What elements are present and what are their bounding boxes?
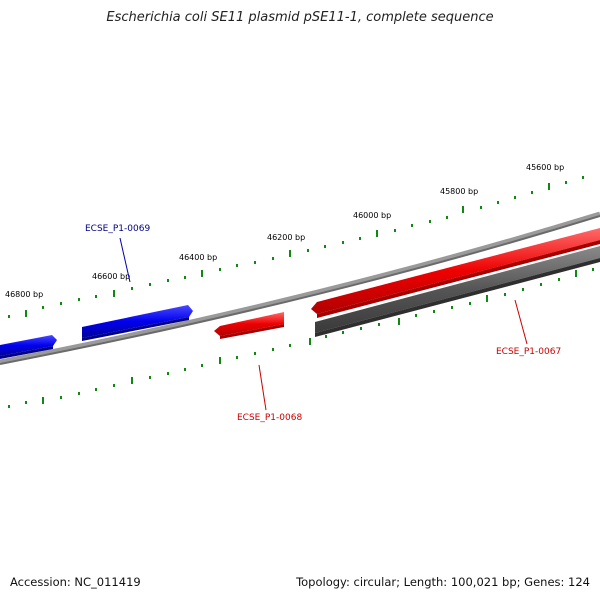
tick-label-45600: 45600 bp xyxy=(526,163,564,172)
map-title: Escherichia coli SE11 plasmid pSE11-1, c… xyxy=(106,10,494,25)
topology-summary: Topology: circular; Length: 100,021 bp; … xyxy=(296,575,590,589)
tick-label-46400: 46400 bp xyxy=(179,253,217,262)
outer-tick-row xyxy=(8,176,584,318)
gene-label-0068[interactable]: ECSE_P1-0068 xyxy=(237,413,302,423)
gene-forward-left[interactable] xyxy=(0,335,57,359)
tick-label-46000: 46000 bp xyxy=(353,211,391,220)
leader-line-0069 xyxy=(119,237,131,283)
leader-line-0067 xyxy=(514,299,528,345)
gene-label-0067[interactable]: ECSE_P1-0067 xyxy=(496,347,561,357)
sequence-backbone xyxy=(0,211,600,365)
gene-ecse-p1-0069[interactable] xyxy=(82,305,193,341)
tick-label-46200: 46200 bp xyxy=(267,233,305,242)
inner-tick-row xyxy=(8,268,594,408)
gene-label-0069[interactable]: ECSE_P1-0069 xyxy=(85,224,150,234)
gene-ecse-p1-0067[interactable] xyxy=(311,228,600,318)
gene-other-track[interactable] xyxy=(315,246,600,337)
accession-text: Accession: NC_011419 xyxy=(10,575,141,589)
leader-line-0068 xyxy=(258,364,267,411)
gene-ecse-p1-0068[interactable] xyxy=(214,312,284,339)
tick-label-45800: 45800 bp xyxy=(440,187,478,196)
tick-label-46800: 46800 bp xyxy=(5,290,43,299)
tick-label-46600: 46600 bp xyxy=(92,272,130,281)
